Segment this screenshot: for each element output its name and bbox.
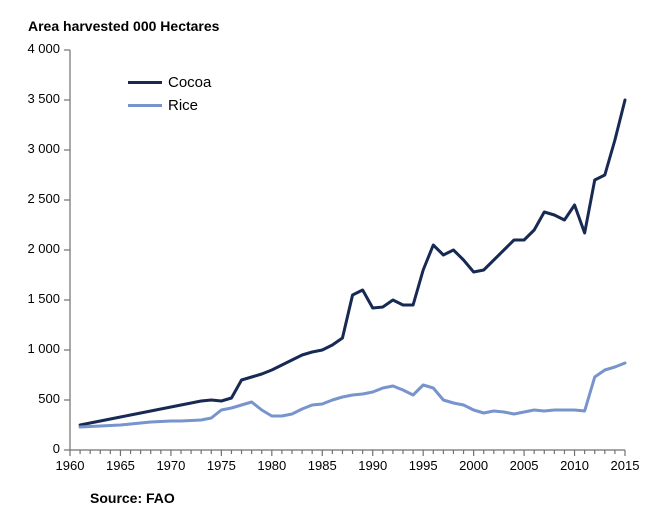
x-tick-label: 1980 [254, 458, 290, 473]
legend-item-rice: Rice [128, 97, 198, 114]
x-tick-label: 1990 [355, 458, 391, 473]
y-tick-label: 1 500 [27, 291, 60, 306]
y-tick-label: 2 000 [27, 241, 60, 256]
y-tick-label: 3 000 [27, 141, 60, 156]
series-rice [80, 363, 625, 427]
chart-title: Area harvested 000 Hectares [28, 18, 219, 34]
x-tick-label: 2000 [456, 458, 492, 473]
y-tick-label: 1 000 [27, 341, 60, 356]
legend-item-cocoa: Cocoa [128, 74, 211, 91]
legend-swatch [128, 104, 162, 107]
x-tick-label: 1965 [102, 458, 138, 473]
y-tick-label: 3 500 [27, 91, 60, 106]
chart-source: Source: FAO [90, 490, 175, 506]
legend-label: Rice [168, 97, 198, 114]
x-tick-label: 1960 [52, 458, 88, 473]
legend-swatch [128, 81, 162, 84]
y-tick-label: 500 [38, 391, 60, 406]
y-tick-label: 0 [53, 441, 60, 456]
x-tick-label: 2005 [506, 458, 542, 473]
x-tick-label: 1995 [405, 458, 441, 473]
x-tick-label: 1985 [304, 458, 340, 473]
chart-page: { "title": { "text": "Area harvested 000… [0, 0, 652, 520]
x-tick-label: 1970 [153, 458, 189, 473]
x-tick-label: 2010 [557, 458, 593, 473]
x-tick-label: 2015 [607, 458, 643, 473]
legend-label: Cocoa [168, 74, 211, 91]
x-tick-label: 1975 [203, 458, 239, 473]
series-cocoa [80, 100, 625, 425]
y-tick-label: 4 000 [27, 41, 60, 56]
y-tick-label: 2 500 [27, 191, 60, 206]
